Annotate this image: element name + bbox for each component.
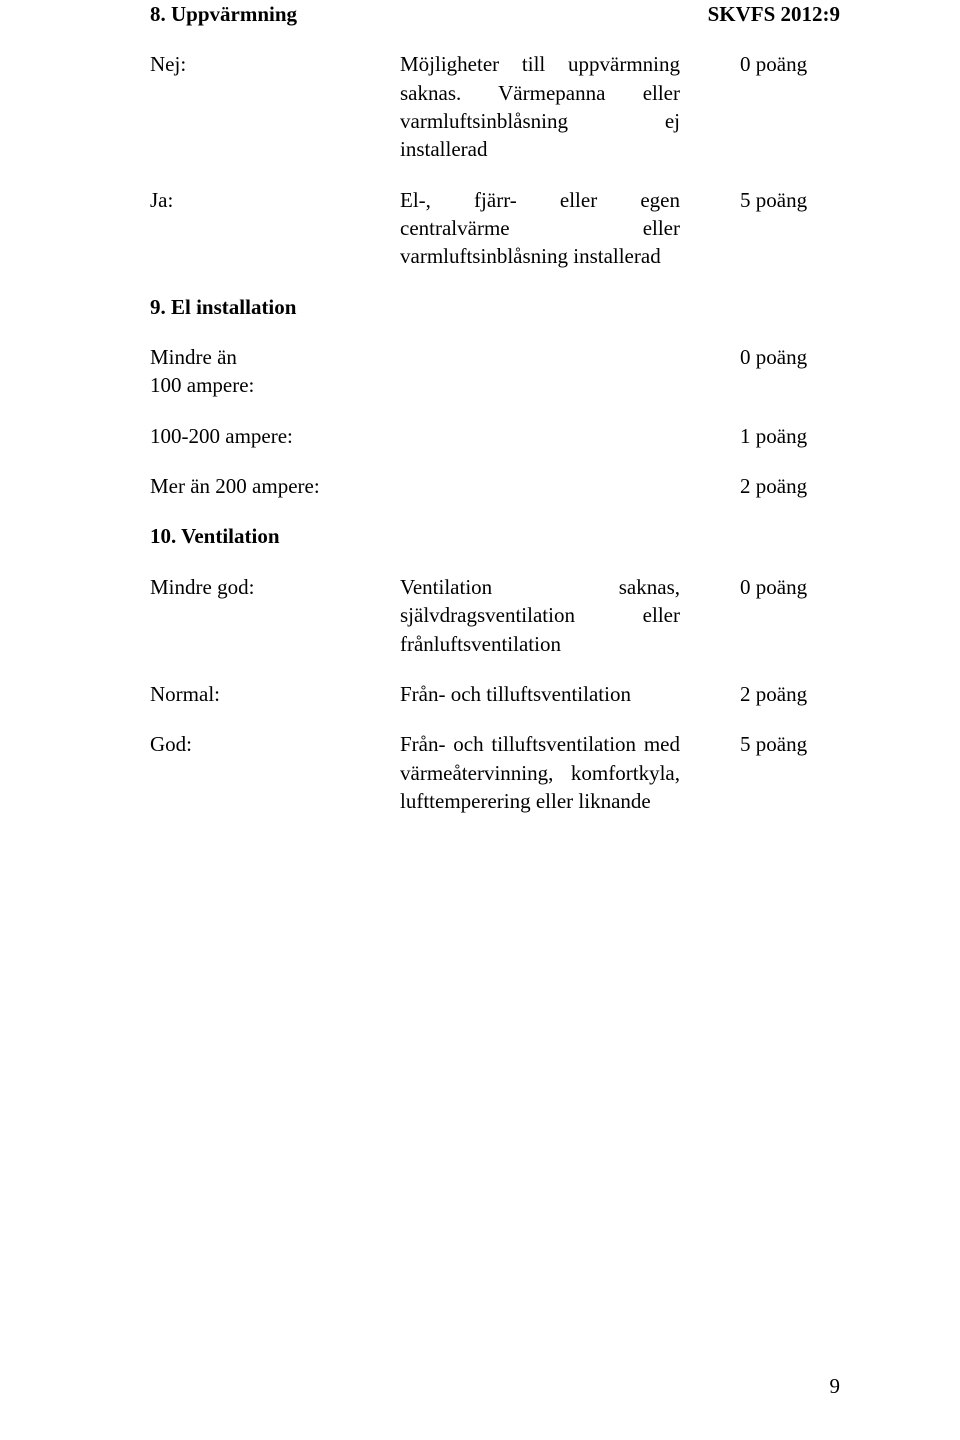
section-8-heading: 8. Uppvärmning xyxy=(150,0,297,28)
s9-row-0b-label: 100 ampere: xyxy=(150,371,740,399)
s9-row-0-label: Mindre än xyxy=(150,343,740,371)
s10-row-0-desc: Ventilation saknas, självdragsventilatio… xyxy=(400,573,680,658)
s8-row-0-label: Nej: xyxy=(150,50,340,78)
s8-row-0: Nej: Möjligheter till uppvärmning saknas… xyxy=(150,50,840,163)
s9-row-0: Mindre än 0 poäng xyxy=(150,343,840,371)
document-page: 8. Uppvärmning SKVFS 2012:9 Nej: Möjligh… xyxy=(0,0,960,1440)
s9-row-2-label: Mer än 200 ampere: xyxy=(150,472,740,500)
s10-row-0-label: Mindre god: xyxy=(150,573,340,601)
s9-row-0b: 100 ampere: xyxy=(150,371,840,399)
s10-row-1-points: 2 poäng xyxy=(740,680,840,708)
document-code: SKVFS 2012:9 xyxy=(708,0,840,28)
section-8-header: 8. Uppvärmning SKVFS 2012:9 xyxy=(150,0,840,28)
s8-row-1: Ja: El-, fjärr- eller egen centralvärme … xyxy=(150,186,840,271)
s10-row-1-desc: Från- och tilluftsventilation xyxy=(400,680,680,708)
section-10-heading: 10. Ventilation xyxy=(150,522,840,550)
s9-row-2-points: 2 poäng xyxy=(740,472,840,500)
s9-row-0-points: 0 poäng xyxy=(740,343,840,371)
s10-row-0: Mindre god: Ventilation saknas, självdra… xyxy=(150,573,840,658)
s10-row-2-desc: Från- och tilluftsventilation med värmeå… xyxy=(400,730,680,815)
s10-row-2: God: Från- och tilluftsventilation med v… xyxy=(150,730,840,815)
s8-row-1-points: 5 poäng xyxy=(740,186,840,214)
s10-row-0-points: 0 poäng xyxy=(740,573,840,601)
s9-row-1: 100-200 ampere: 1 poäng xyxy=(150,422,840,450)
s10-row-1-label: Normal: xyxy=(150,680,340,708)
s10-row-1: Normal: Från- och tilluftsventilation 2 … xyxy=(150,680,840,708)
s9-row-2: Mer än 200 ampere: 2 poäng xyxy=(150,472,840,500)
page-number: 9 xyxy=(830,1372,841,1400)
s8-row-1-desc: El-, fjärr- eller egen centralvärme elle… xyxy=(400,186,680,271)
s8-row-1-label: Ja: xyxy=(150,186,340,214)
s8-row-0-desc: Möjligheter till uppvärmning saknas. Vär… xyxy=(400,50,680,163)
s8-row-0-points: 0 poäng xyxy=(740,50,840,78)
s9-row-1-label: 100-200 ampere: xyxy=(150,422,740,450)
s9-row-1-points: 1 poäng xyxy=(740,422,840,450)
section-9-heading: 9. El installation xyxy=(150,293,840,321)
s10-row-2-label: God: xyxy=(150,730,340,758)
s10-row-2-points: 5 poäng xyxy=(740,730,840,758)
